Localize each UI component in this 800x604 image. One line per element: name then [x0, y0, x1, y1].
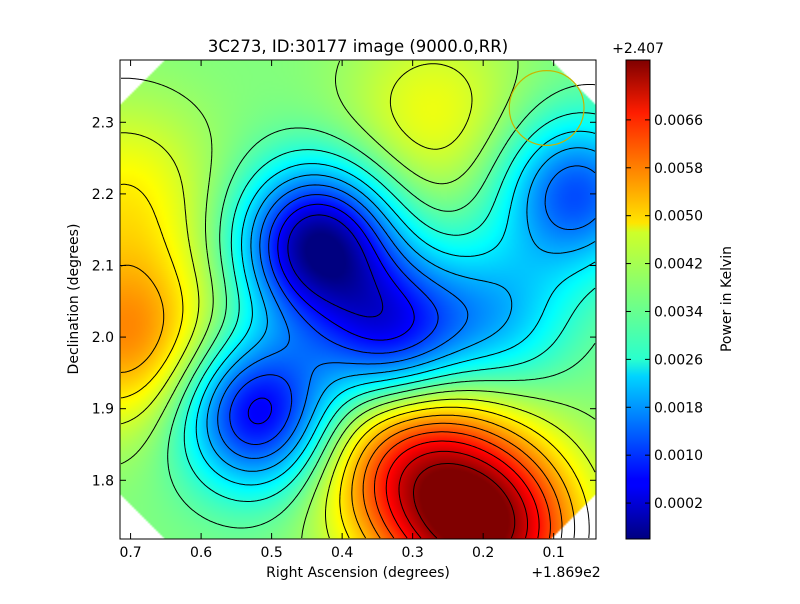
contour-line [217, 165, 596, 459]
contour-line [120, 183, 590, 539]
y-tick-label: 2.2 [92, 187, 114, 203]
chart-title: 3C273, ID:30177 image (9000.0,RR) [208, 37, 508, 56]
contour-lines [120, 60, 596, 539]
colorbar-tick-label: 0.0018 [654, 400, 703, 416]
contour-line [398, 450, 528, 539]
contour-line [247, 203, 415, 425]
colorbar-frame [625, 59, 651, 540]
contour-line [167, 84, 596, 529]
colorbar-gradient [626, 60, 650, 539]
x-tick-label: 0.6 [190, 545, 212, 561]
x-tick-label: 0.7 [119, 545, 141, 561]
contour-line [287, 214, 384, 318]
x-tick-label: 0.4 [331, 545, 353, 561]
x-tick-label: 0.1 [543, 545, 565, 561]
y-tick-label: 2.1 [92, 258, 114, 274]
y-tick-label: 1.9 [92, 402, 114, 418]
contour-line [362, 422, 563, 539]
colorbar-tick-label: 0.0034 [654, 304, 703, 320]
contour-line [195, 130, 596, 486]
x-tick-label: 0.3 [402, 545, 424, 561]
x-axis-ticks: 0.7 0.6 0.5 0.4 0.3 0.2 0.1 [119, 60, 565, 561]
contour-line [206, 147, 596, 472]
x-axis-offset-label: +1.869e2 [531, 565, 600, 581]
colorbar-tick-label: 0.0066 [654, 113, 703, 129]
colorbar-tick-label: 0.0010 [654, 448, 703, 464]
contour-line [229, 194, 439, 445]
colorbar: 0.0066 0.0058 0.0050 0.0042 0.0034 0.0026 0.00… [612, 41, 735, 540]
y-tick-label: 1.8 [92, 473, 114, 489]
y-tick-label: 2.3 [92, 115, 114, 131]
colorbar-tick-label: 0.0058 [654, 161, 703, 177]
y-axis-label: Declination (degrees) [66, 224, 82, 375]
plot-frame [119, 59, 597, 540]
colorbar-ticks: 0.0066 0.0058 0.0050 0.0042 0.0034 0.0026 0.00… [626, 113, 703, 512]
colorbar-tick-label: 0.0042 [654, 257, 703, 273]
colorbar-label: Power in Kelvin [719, 246, 735, 352]
contour-line [120, 63, 596, 539]
contour-line [385, 440, 540, 539]
contour-line [374, 431, 551, 539]
plot-area [119, 59, 597, 540]
colorbar-offset-label: +2.407 [612, 41, 664, 57]
x-tick-label: 0.2 [472, 545, 494, 561]
y-axis-ticks: 1.8 1.9 2.0 2.1 2.2 2.3 [92, 115, 596, 489]
colorbar-tick-label: 0.0002 [654, 496, 703, 512]
contour-line [183, 112, 596, 502]
contour-line [413, 463, 516, 539]
y-tick-label: 2.0 [92, 330, 114, 346]
x-axis-label: Right Ascension (degrees) [266, 565, 450, 581]
contour-line [120, 60, 596, 539]
x-tick-label: 0.5 [260, 545, 282, 561]
colorbar-tick-label: 0.0026 [654, 352, 703, 368]
colorbar-tick-label: 0.0050 [654, 209, 703, 225]
beam-circle [508, 69, 585, 146]
